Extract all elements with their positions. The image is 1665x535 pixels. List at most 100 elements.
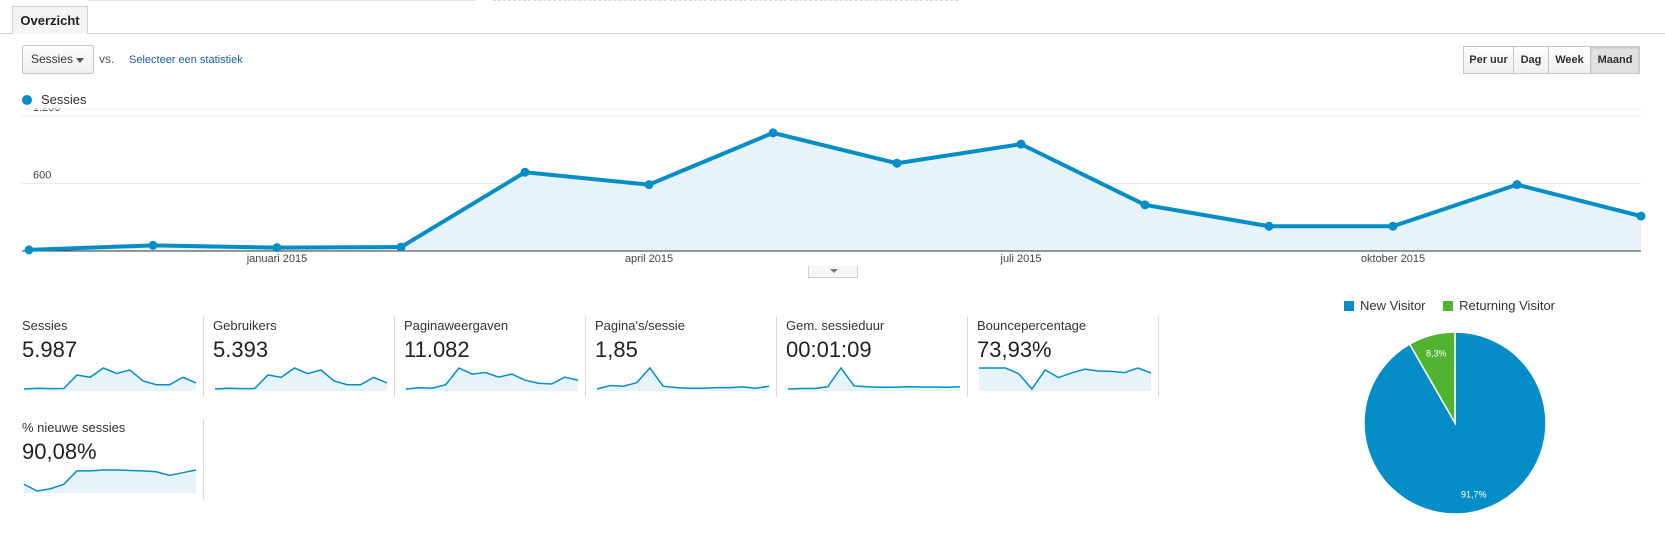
legend-sessies-label: Sessies xyxy=(41,92,87,107)
metric-card-sessions[interactable]: Sessies 5.987 xyxy=(22,317,204,397)
y-tick-label: 1.200 xyxy=(33,108,61,114)
metric-sparkline xyxy=(24,469,196,493)
x-tick-label: juli 2015 xyxy=(1000,253,1042,265)
legend-swatch-icon xyxy=(1344,301,1354,311)
metric-card-pages-per-session[interactable]: Pagina's/sessie 1,85 xyxy=(595,317,777,397)
data-point[interactable] xyxy=(1264,221,1274,231)
pie-legend-label: New Visitor xyxy=(1360,298,1426,313)
metric-label: Gem. sessieduur xyxy=(786,318,885,333)
data-point[interactable] xyxy=(1512,180,1522,190)
card-divider xyxy=(776,317,777,397)
sparkline-line xyxy=(24,469,196,492)
pie-legend-item-returning: Returning Visitor xyxy=(1443,298,1555,313)
metric-card-bounce-rate[interactable]: Bouncepercentage 73,93% xyxy=(977,317,1159,397)
sparkline-line xyxy=(24,367,196,390)
metric-label: Gebruikers xyxy=(213,318,277,333)
period-hour-button[interactable]: Per uur xyxy=(1463,46,1514,74)
series-line xyxy=(28,130,1642,252)
sparkline-line xyxy=(406,367,578,390)
pie-slice-returning-visitor[interactable] xyxy=(1408,331,1456,426)
data-point[interactable] xyxy=(1636,211,1646,221)
tab-bar-top-line xyxy=(88,0,476,1)
period-day-button[interactable]: Dag xyxy=(1513,46,1549,74)
pie-value-label: 8,3% xyxy=(1426,349,1447,359)
legend-dot-icon xyxy=(22,95,32,105)
legend-swatch-icon xyxy=(1443,301,1454,311)
x-tick-label: januari 2015 xyxy=(246,253,308,265)
series-area xyxy=(29,132,1641,251)
card-divider xyxy=(394,317,395,397)
tab-overzicht[interactable]: Overzicht xyxy=(12,6,88,34)
chevron-down-icon xyxy=(830,269,838,273)
data-point[interactable] xyxy=(644,180,654,190)
sparkline-area xyxy=(597,368,769,391)
card-divider xyxy=(1158,317,1159,397)
metric-value: 00:01:09 xyxy=(786,337,872,362)
collapse-chart-toggle[interactable] xyxy=(808,266,858,278)
pie-legend-item-new: New Visitor xyxy=(1344,298,1426,313)
metric-sparkline xyxy=(788,366,960,391)
metric-sparkline xyxy=(24,367,196,391)
vs-label: vs. xyxy=(99,52,115,66)
metric-select-value: Sessies xyxy=(31,52,74,66)
sparkline-line xyxy=(788,366,960,390)
y-tick-label: 600 xyxy=(33,170,51,182)
select-metric-link[interactable]: Selecteer een statistiek xyxy=(129,54,243,66)
data-point[interactable] xyxy=(768,128,778,138)
metric-label: Bouncepercentage xyxy=(977,318,1087,333)
data-point[interactable] xyxy=(520,167,530,177)
sparkline-area xyxy=(24,470,196,493)
metric-card-users[interactable]: Gebruikers 5.393 xyxy=(213,317,395,397)
pie-value-label: 91,7% xyxy=(1461,489,1487,499)
metric-value: 1,85 xyxy=(595,337,638,362)
period-month-button[interactable]: Maand xyxy=(1590,46,1640,74)
chevron-down-icon xyxy=(76,58,84,63)
metric-value: 90,08% xyxy=(22,439,97,464)
metric-value: 73,93% xyxy=(977,337,1052,362)
metric-sparkline xyxy=(597,366,769,391)
data-point[interactable] xyxy=(1016,139,1026,149)
data-point[interactable] xyxy=(1140,200,1150,210)
x-tick-label: oktober 2015 xyxy=(1361,253,1425,265)
metric-label: % nieuwe sessies xyxy=(22,420,126,435)
sparkline-line xyxy=(215,367,387,390)
sessions-line-chart: 600 1.200 januari 2015 april 2015 juli 2015 o… xyxy=(22,108,1646,265)
chart-legend: Sessies xyxy=(22,92,87,107)
metric-card-new-sessions[interactable]: % nieuwe sessies 90,08% xyxy=(22,419,204,499)
metric-value: 11.082 xyxy=(404,337,470,362)
card-divider xyxy=(967,317,968,397)
card-divider xyxy=(203,317,204,397)
data-point[interactable] xyxy=(24,245,34,255)
metric-label: Pagina's/sessie xyxy=(595,318,685,333)
metric-label: Sessies xyxy=(22,318,68,333)
period-week-button[interactable]: Week xyxy=(1548,46,1591,74)
data-point[interactable] xyxy=(1388,221,1398,231)
tab-bar-top-dashed-line xyxy=(493,0,958,1)
data-point[interactable] xyxy=(272,243,282,253)
metric-value: 5.393 xyxy=(213,337,269,362)
sparkline-line xyxy=(597,366,769,390)
card-divider xyxy=(203,419,204,499)
metric-sparkline xyxy=(406,367,578,391)
tab-bar: Overzicht xyxy=(0,0,1665,34)
data-point[interactable] xyxy=(396,242,406,252)
x-tick-label: april 2015 xyxy=(625,253,673,265)
metric-card-avg-session-duration[interactable]: Gem. sessieduur 00:01:09 xyxy=(786,317,968,397)
period-selector: Per uur Dag Week Maand xyxy=(1463,46,1640,74)
sparkline-area xyxy=(788,368,960,391)
data-point[interactable] xyxy=(148,240,158,250)
card-divider xyxy=(585,317,586,397)
visitor-type-pie-chart: 91,7% 8,3% xyxy=(1363,331,1547,515)
metric-sparkline xyxy=(215,367,387,391)
sparkline-area xyxy=(406,368,578,391)
tab-bar-divider xyxy=(0,33,1665,34)
data-point[interactable] xyxy=(892,158,902,168)
metric-select[interactable]: Sessies xyxy=(22,45,94,74)
pie-legend-label: Returning Visitor xyxy=(1459,298,1556,313)
metric-value: 5.987 xyxy=(22,337,78,362)
sparkline-line xyxy=(979,367,1151,391)
pie-legend: New Visitor Returning Visitor xyxy=(1344,298,1569,313)
metric-card-pageviews[interactable]: Paginaweergaven 11.082 xyxy=(404,317,586,397)
sparkline-area xyxy=(979,368,1151,391)
metric-sparkline xyxy=(979,367,1151,391)
